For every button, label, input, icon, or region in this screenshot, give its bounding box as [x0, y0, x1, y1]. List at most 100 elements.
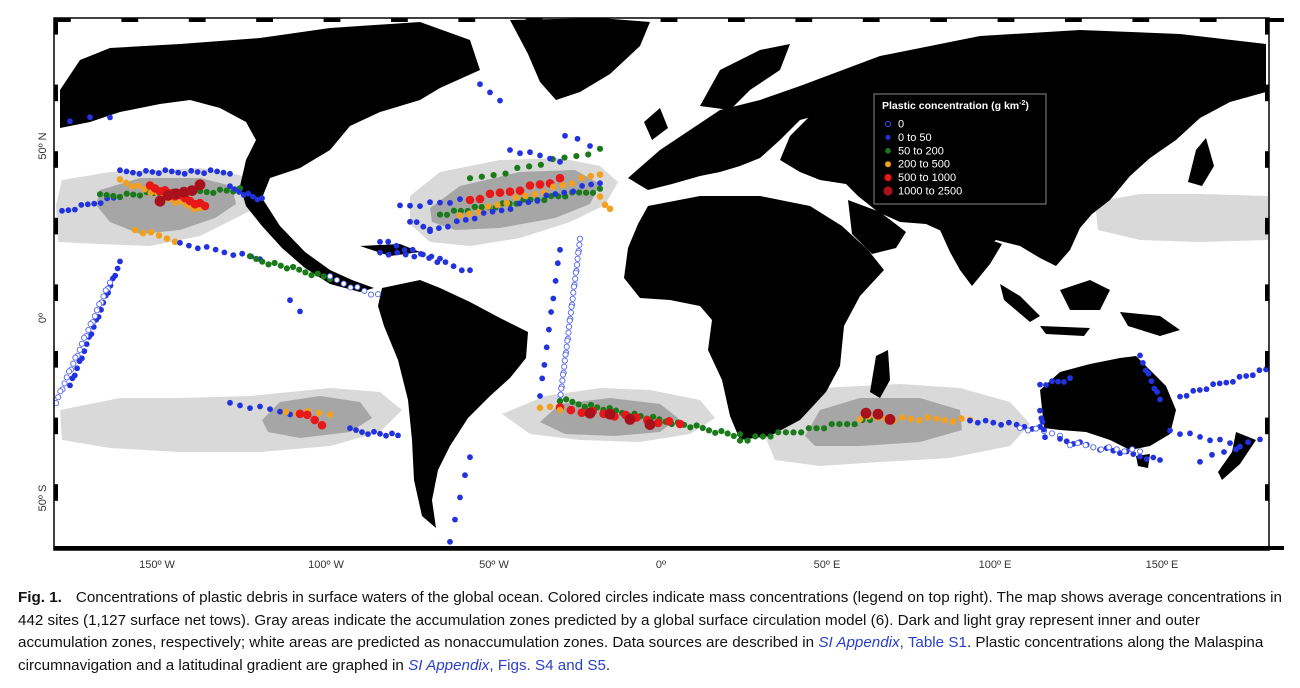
- sample-point: [557, 158, 563, 165]
- sample-point: [63, 374, 70, 381]
- sample-point: [1157, 396, 1163, 403]
- sample-point: [1256, 367, 1263, 374]
- sample-point: [821, 425, 828, 432]
- legend-label-2: 50 to 200: [898, 145, 944, 157]
- sample-point: [162, 167, 169, 174]
- sample-point: [515, 186, 525, 195]
- sample-point: [72, 206, 78, 213]
- sample-point: [546, 326, 552, 333]
- sample-point: [1167, 427, 1173, 434]
- caption-link-si-appendix-table[interactable]: SI Appendix, Table S1: [818, 634, 967, 651]
- frame-tick-bottom: [54, 546, 71, 550]
- sample-point: [1048, 430, 1056, 437]
- sample-point: [1217, 436, 1223, 443]
- sample-point: [320, 273, 327, 280]
- sample-point: [302, 269, 309, 276]
- sample-point: [782, 429, 790, 436]
- indonesia-java: [1040, 326, 1090, 336]
- sample-point: [227, 170, 233, 177]
- sample-point: [436, 225, 442, 232]
- lon-label-100w: 100º W: [308, 559, 344, 571]
- sample-point: [395, 432, 401, 439]
- sample-point: [171, 238, 179, 246]
- sample-point: [297, 308, 303, 315]
- sample-point: [561, 154, 568, 161]
- sample-point: [967, 417, 973, 424]
- sample-point: [186, 242, 192, 249]
- sample-point: [54, 400, 60, 407]
- sample-point: [736, 437, 744, 444]
- sample-point: [59, 207, 65, 214]
- sample-point: [141, 185, 148, 193]
- sample-point: [502, 170, 509, 177]
- sample-point: [216, 186, 224, 193]
- sample-point: [828, 421, 835, 428]
- sample-point: [1105, 444, 1112, 451]
- frame-tick-bottom: [256, 546, 273, 550]
- sample-point: [539, 375, 546, 382]
- sample-point: [385, 251, 392, 258]
- frame-tick-bottom: [862, 546, 880, 550]
- sample-point: [568, 303, 575, 310]
- sample-point: [1203, 386, 1210, 393]
- sample-point: [67, 382, 73, 389]
- sample-point: [265, 261, 272, 268]
- sample-point: [83, 341, 90, 347]
- australia: [1040, 356, 1176, 450]
- sample-point: [377, 238, 383, 245]
- sample-point: [570, 283, 577, 290]
- sample-point: [527, 149, 533, 156]
- sample-point: [1197, 434, 1203, 440]
- frame-tick-bottom: [728, 546, 745, 550]
- sample-point: [664, 417, 674, 426]
- sample-point: [78, 202, 85, 208]
- sample-point: [1061, 379, 1067, 385]
- sample-point: [102, 287, 109, 294]
- sample-point: [155, 170, 162, 177]
- sample-point: [1207, 437, 1213, 444]
- sample-point: [447, 538, 453, 545]
- sample-point: [489, 208, 496, 215]
- sample-point: [84, 201, 91, 208]
- sample-point: [531, 190, 538, 198]
- sample-point: [576, 189, 583, 196]
- sample-point: [445, 223, 451, 230]
- sample-point: [575, 401, 582, 408]
- sample-point: [1016, 424, 1024, 432]
- frame-tick-left: [54, 284, 58, 301]
- sample-point: [389, 430, 395, 437]
- sample-point: [227, 183, 233, 190]
- sample-point: [170, 188, 182, 200]
- sample-point: [1090, 444, 1097, 451]
- sample-point: [427, 199, 433, 206]
- sample-point: [484, 203, 492, 210]
- frame-tick-bottom: [795, 546, 813, 550]
- sample-point: [1129, 446, 1136, 453]
- sample-point: [333, 276, 340, 284]
- sample-point: [1037, 407, 1043, 414]
- sample-point: [587, 172, 594, 180]
- sample-point: [81, 334, 88, 341]
- sample-point: [650, 413, 657, 420]
- sample-point: [541, 362, 548, 368]
- sample-point: [974, 419, 981, 426]
- frame-tick-bottom: [188, 546, 206, 550]
- sample-point: [1055, 378, 1061, 385]
- sample-point: [163, 235, 171, 242]
- sample-point: [116, 176, 124, 183]
- sample-point: [507, 206, 514, 213]
- sample-point: [556, 406, 564, 414]
- frame-tick-top: [458, 18, 476, 22]
- sample-point: [442, 259, 449, 265]
- sample-point: [730, 432, 737, 440]
- sample-point: [574, 255, 581, 262]
- sample-point: [287, 297, 293, 304]
- sample-point: [541, 197, 548, 204]
- frame-tick-bottom: [1199, 546, 1217, 550]
- frame-tick-right: [1265, 18, 1269, 35]
- frame-tick-top: [256, 18, 273, 22]
- sample-point: [526, 163, 533, 170]
- frame-tick-top: [728, 18, 745, 22]
- caption-link-si-appendix-figs[interactable]: SI Appendix, Figs. S4 and S5: [408, 656, 606, 674]
- frame-tick-left: [54, 217, 58, 235]
